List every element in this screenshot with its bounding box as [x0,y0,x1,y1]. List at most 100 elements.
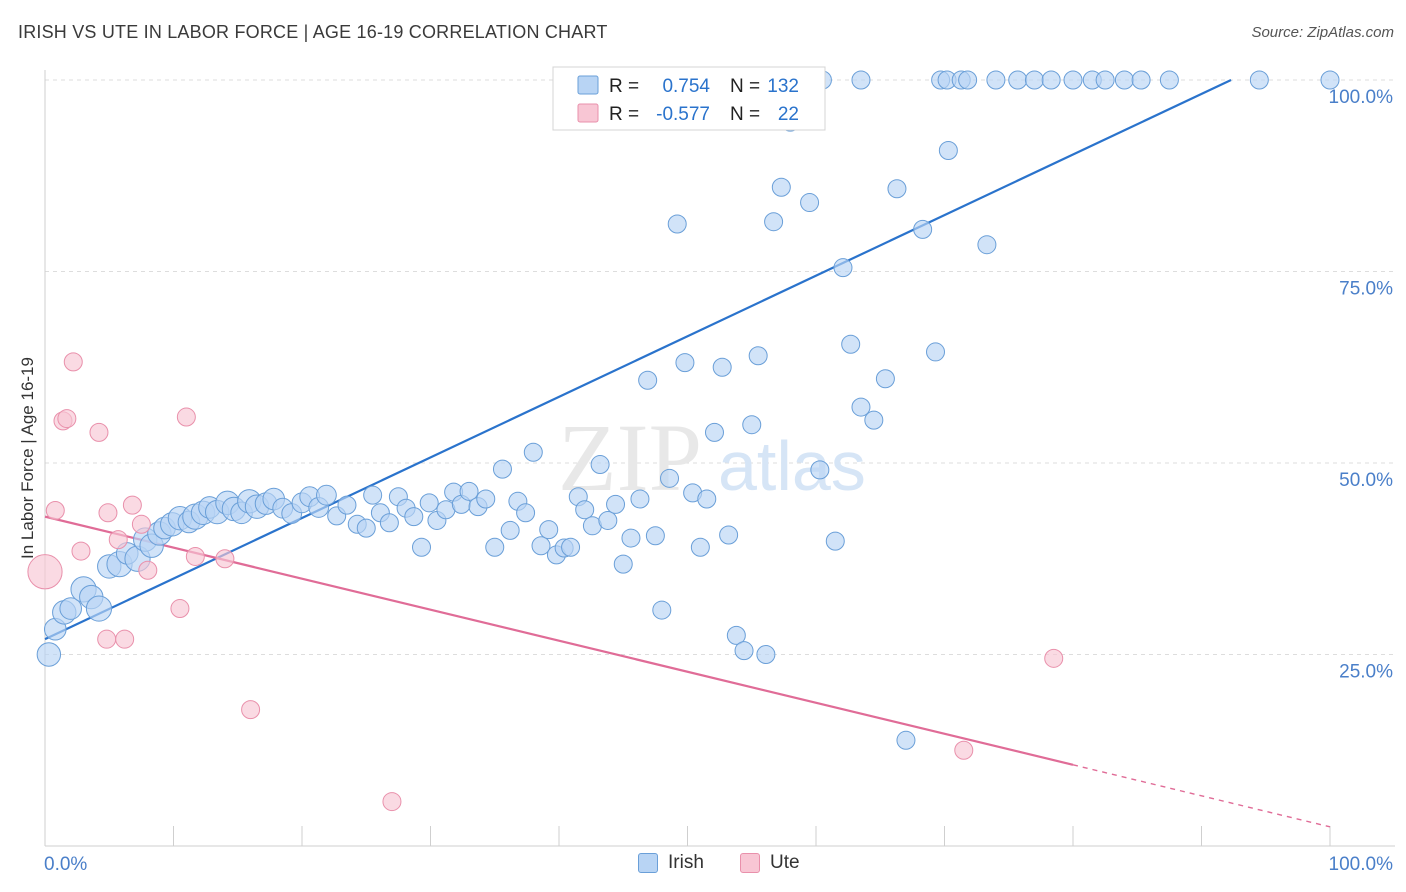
legend-irish-color-swatch [638,853,658,873]
irish-point-6 [85,595,113,622]
irish-point-59 [523,442,543,462]
irish-point-127 [1131,70,1151,90]
irish-point-128 [1159,70,1179,90]
irish-point-60 [531,536,551,556]
ute-point-5 [71,541,91,561]
irish-point-3 [59,597,82,620]
ute-point-20 [954,740,974,760]
irish-point-87 [734,641,754,661]
irish-point-39 [363,485,383,505]
irish-point-75 [645,526,665,546]
irish-point-105 [938,140,958,160]
irish-point-95 [810,460,830,480]
ute-point-4 [63,352,83,372]
irish-point-82 [697,489,717,509]
irish-point-126 [1114,70,1134,90]
legend-item-ute[interactable]: Ute [740,852,800,874]
irish-point-74 [638,370,658,390]
legend-irish-r-value: 0.754 [662,76,710,97]
ute-point-16 [185,546,205,566]
irish-point-55 [492,459,512,479]
irish-point-54 [485,537,505,557]
irish-point-96 [825,531,845,551]
irish-point-125 [1095,70,1115,90]
irish-point-123 [1063,70,1083,90]
ute-point-15 [176,407,196,427]
irish-point-103 [913,219,933,239]
irish-point-38 [356,518,376,538]
irish-point-129 [1249,70,1269,90]
ute-point-0 [27,554,63,590]
irish-point-46 [419,493,439,513]
irish-point-89 [748,346,768,366]
x-tick-label-1: 100.0% [1329,854,1394,875]
x-tick-label-0: 0.0% [44,854,87,875]
y-tick-label-0: 25.0% [1339,662,1393,683]
irish-point-84 [712,357,732,377]
irish-point-90 [756,645,776,664]
irish-point-44 [404,507,424,527]
irish-point-61 [539,520,559,540]
irish-point-88 [742,415,762,435]
source-label: Source: ZipAtlas.com [1251,24,1394,41]
irish-point-94 [800,193,820,213]
ute-point-13 [138,560,158,580]
irish-point-97 [833,258,853,278]
irish-point-92 [771,177,791,197]
irish-trend-line [44,79,1232,641]
irish-point-100 [864,410,884,430]
irish-point-73 [630,489,650,509]
irish-point-76 [652,600,672,620]
irish-point-45 [412,537,432,557]
legend-bottom: Irish Ute [0,852,1406,878]
legend-irish-n-label: N = [730,76,760,97]
legend-ute-r-label: R = [609,104,639,125]
irish-point-91 [764,212,784,232]
ute-point-21 [1044,648,1064,668]
irish-point-106 [896,730,916,750]
legend-irish-r-label: R = [609,76,639,97]
irish-point-41 [379,513,399,533]
irish-point-83 [704,422,724,442]
ute-point-14 [170,599,190,619]
irish-point-119 [986,70,1006,90]
irish-point-114 [851,70,871,90]
legend-item-irish[interactable]: Irish [638,852,704,874]
y-tick-label-1: 50.0% [1339,470,1393,491]
ute-point-1 [45,500,65,520]
ute-point-19 [382,792,402,812]
irish-point-72 [621,528,641,548]
irish-point-86 [726,625,746,645]
irish-point-121 [1024,70,1044,90]
irish-point-107 [977,235,997,255]
irish-point-53 [476,489,496,509]
irish-point-34 [316,484,337,506]
irish-point-101 [875,369,895,389]
y-tick-label-3: 100.0% [1329,87,1394,108]
ute-trend-line-extension [1072,764,1331,828]
legend-ute-swatch [577,103,599,123]
data-points [27,70,1340,812]
legend-irish-swatch [577,75,599,95]
legend-ute-n-value: 22 [778,104,799,125]
irish-point-118 [958,70,978,90]
irish-point-71 [613,554,633,574]
irish-point-98 [841,334,861,354]
irish-point-66 [575,500,595,520]
irish-point-68 [590,455,610,475]
ute-point-6 [89,422,109,442]
ute-point-8 [98,503,118,523]
irish-point-70 [606,494,626,514]
irish-point-77 [660,468,680,488]
irish-point-85 [719,525,739,545]
tick-labels: 25.0% 50.0% 75.0% 100.0% 0.0% 100.0% [44,87,1393,875]
irish-point-99 [851,397,871,417]
y-tick-label-2: 75.0% [1339,279,1393,300]
legend-ute-r-value: -0.577 [656,104,710,125]
watermark-atlas: atlas [718,427,866,505]
legend-irish-label: Irish [668,852,704,873]
legend-ute-label: Ute [770,852,800,873]
irish-point-0 [36,642,62,667]
irish-point-56 [500,520,520,540]
